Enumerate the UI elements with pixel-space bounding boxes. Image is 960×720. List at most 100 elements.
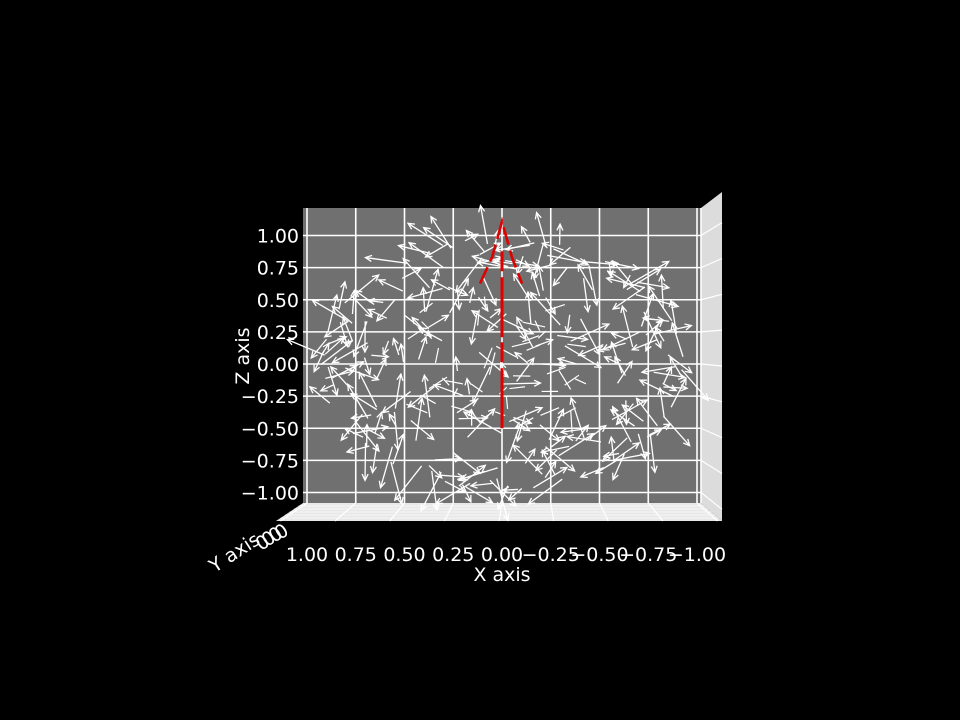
vector-arrowhead [420,503,428,512]
z-axis-indicator [478,216,524,429]
vector-arrowhead [519,332,527,341]
vector-arrowhead [377,279,386,286]
vector-arrowhead [286,338,295,346]
vector-arrowhead [545,338,555,346]
vector-arrow [420,471,442,511]
x-tick-label: −0.50 [570,544,628,566]
vector-arrowhead [593,361,603,369]
vector-arrowhead [472,395,479,404]
vector-arrowhead [558,435,567,443]
side-grid-line [700,329,723,333]
vector-arrow [422,287,426,312]
vector-arrowhead [535,406,544,414]
vector-arrowhead [552,434,561,442]
vector-arrow [434,347,440,363]
vector-arrow [648,285,673,322]
vector-arrow [464,233,479,242]
vector-arrow [516,410,527,442]
vector-arrow [643,311,662,349]
vector-arrowhead [310,350,318,360]
vector-arrowhead [354,289,363,298]
vector-arrow [516,357,535,382]
x-tick-label: 0.00 [481,544,523,566]
vector-arrow [469,287,474,304]
vector-arrow [313,350,325,372]
vector-arrow [641,366,676,373]
vector-arrowhead [371,374,380,382]
vector-arrow [509,386,526,390]
vector-arrowhead [658,273,666,282]
vector-arrowhead [375,313,384,323]
vector-arrow [541,450,556,475]
vector-arrowhead [331,293,339,303]
vector-arrow [324,320,349,338]
vector-arrow [662,366,673,385]
vector-arrowhead [423,329,433,338]
vector-arrow [577,264,593,291]
vector-arrow [375,358,387,381]
vector-arrow [530,292,561,326]
z-tick-labels: 1.00 0.75 0.50 0.25 0.00 −0.25 −0.50 −0.… [241,226,299,505]
z-tick-label: −1.00 [241,483,299,505]
vector-arrow [532,466,568,489]
vector-arrow [363,357,371,375]
vector-arrow [371,443,378,473]
vector-arrow [340,413,363,441]
vector-arrow [393,411,399,450]
vector-arrowhead [462,411,471,419]
vector-arrowhead [526,327,535,335]
vector-arrowhead [580,335,590,343]
z-tick-label: −0.25 [241,386,299,408]
vector-arrow [470,311,479,344]
vector-arrowhead [548,306,556,316]
vector-arrow [654,326,665,342]
vector-arrow [670,378,687,408]
vector-arrow [564,345,602,369]
vector-arrowhead [319,384,328,392]
vector-arrowhead [417,327,426,335]
vector-arrowhead [612,472,619,482]
vector-arrowhead [577,349,586,357]
vector-arrow [663,386,688,389]
vector-arrow [379,446,393,488]
vector-arrow [588,265,598,306]
vector-arrowhead [641,315,650,323]
vector-arrowhead [377,432,386,439]
vector-arrowhead [460,289,469,297]
vector-arrowhead [603,356,612,363]
vector-arrow [547,254,587,264]
vector-arrow [535,212,547,248]
vector-arrow [483,347,493,369]
vector-arrow [542,242,564,251]
red-axis-arrowhead [478,216,524,285]
vector-arrow [444,480,466,493]
vector-arrowhead [579,257,588,266]
vector-arrow [469,409,482,425]
vector-arrow [466,378,471,395]
vector-arrow [367,308,387,319]
vector-arrow [515,325,527,340]
side-grid-line [700,395,723,403]
vector-arrowhead [419,286,428,295]
vector-arrowhead [380,424,390,432]
vector-arrowhead [630,344,640,351]
vector-arrowhead [455,285,463,294]
vector-arrowhead [532,271,540,281]
vector-arrow [604,261,639,270]
vector-arrow [424,314,449,330]
vector-arrowhead [594,467,603,475]
vector-arrow [495,345,517,358]
vector-arrowhead [470,309,480,318]
vector-arrowhead [496,502,504,511]
vector-arrowhead [393,493,402,502]
vector-arrow [351,290,355,315]
vector-arrow [541,445,570,453]
vector-arrow [420,394,436,405]
vector-arrow [472,366,491,403]
x-tick-label: 0.50 [383,544,425,566]
vector-arrow [458,464,486,487]
vector-arrowhead [476,259,485,267]
vector-arrow [506,242,535,251]
vector-arrowhead [381,406,390,414]
